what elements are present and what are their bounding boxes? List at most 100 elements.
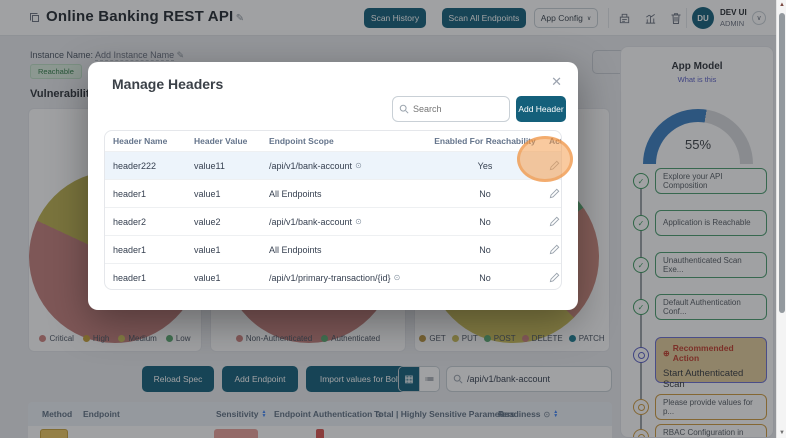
header-row[interactable]: header222 value11 /api/v1/bank-account ⊙ … bbox=[105, 151, 561, 179]
endpoint-search-input[interactable] bbox=[467, 374, 605, 384]
legend-dot bbox=[451, 335, 459, 342]
scan-all-endpoints-button[interactable]: Scan All Endpoints bbox=[442, 8, 526, 28]
severity-legend: Critical High Medium Low bbox=[29, 334, 201, 343]
endpoint-table-row[interactable] bbox=[28, 426, 612, 438]
header-row[interactable]: header1 value1 All Endpoints No bbox=[105, 179, 561, 207]
chevron-down-icon: ∨ bbox=[586, 15, 592, 22]
edit-instance-icon[interactable]: ✎ bbox=[176, 50, 185, 60]
copy-icon[interactable] bbox=[27, 10, 43, 26]
user-name: DEV UI bbox=[720, 8, 747, 17]
legend-dot bbox=[483, 335, 491, 342]
gauge-value: 55% bbox=[684, 137, 712, 152]
legend-item: High bbox=[82, 334, 109, 343]
user-menu-chevron[interactable]: ∨ bbox=[752, 11, 766, 25]
analytics-icon[interactable] bbox=[642, 10, 658, 26]
search-icon bbox=[399, 104, 409, 114]
auth-legend: Non-Authenticated Authenticated bbox=[211, 334, 405, 343]
legend-item: PATCH bbox=[568, 334, 605, 343]
progress-gauge bbox=[643, 109, 753, 164]
column-readiness[interactable]: Readiness ⊙ ▲ ▼ bbox=[498, 409, 559, 419]
step-rbac-config[interactable]: RBAC Configuration in Pro... bbox=[655, 424, 767, 437]
search-icon bbox=[453, 374, 463, 384]
legend-item: GET bbox=[419, 334, 446, 343]
header-row[interactable]: header2 value2 /api/v1/bank-account ⊙ No bbox=[105, 207, 561, 235]
legend-dot bbox=[321, 335, 329, 342]
plus-circle-icon: ⊕ bbox=[663, 348, 670, 358]
header-search-input[interactable] bbox=[413, 104, 509, 114]
endpoint-table-header: Method Endpoint Sensitivity ▲ ▼ Endpoint A… bbox=[28, 402, 612, 426]
edit-header-icon[interactable] bbox=[549, 188, 560, 199]
headers-table: Header Name Header Value Endpoint Scope … bbox=[104, 130, 562, 290]
page-scrollbar[interactable]: ▲ ▼ bbox=[776, 0, 786, 438]
step-explore-api[interactable]: Explore your API Composition bbox=[655, 168, 767, 194]
delete-app-icon[interactable] bbox=[668, 10, 684, 26]
legend-dot bbox=[82, 335, 90, 342]
sort-icon[interactable]: ▲ ▼ bbox=[261, 409, 267, 419]
step-check-icon: ✓ bbox=[633, 257, 649, 273]
step-default-auth[interactable]: Default Authentication Conf... bbox=[655, 294, 767, 320]
reload-spec-button[interactable]: Reload Spec bbox=[142, 366, 214, 392]
list-view-icon[interactable]: ≔ bbox=[419, 367, 439, 391]
app-config-dropdown[interactable]: App Config ∨ bbox=[534, 8, 598, 28]
edit-header-icon[interactable] bbox=[549, 160, 560, 171]
scroll-down-icon[interactable]: ▼ bbox=[779, 430, 785, 436]
legend-item: Non-Authenticated bbox=[235, 334, 312, 343]
scan-history-button[interactable]: Scan History bbox=[364, 8, 426, 28]
column-method[interactable]: Method bbox=[42, 409, 73, 419]
scope-info-icon: ⊙ bbox=[393, 273, 401, 282]
info-icon: ⊙ bbox=[375, 409, 383, 419]
legend-dot bbox=[419, 335, 427, 342]
add-header-button[interactable]: Add Header bbox=[516, 96, 566, 122]
scope-info-icon: ⊙ bbox=[355, 161, 362, 170]
legend-dot bbox=[568, 335, 576, 342]
header-search bbox=[392, 96, 510, 122]
column-enabled-reachability: Enabled For Reachability bbox=[434, 136, 536, 146]
instance-name-value[interactable]: Add Instance Name bbox=[95, 50, 175, 61]
table-view-icon[interactable]: ▦ bbox=[399, 367, 419, 391]
legend-item: PUT bbox=[451, 334, 478, 343]
step-app-reachable[interactable]: Application is Reachable bbox=[655, 210, 767, 236]
column-endpoint-auth[interactable]: Endpoint Authentication ⊙ bbox=[274, 409, 383, 419]
column-endpoint[interactable]: Endpoint bbox=[83, 409, 120, 419]
step-check-icon: ✓ bbox=[633, 215, 649, 231]
add-endpoint-button[interactable]: Add Endpoint bbox=[222, 366, 298, 392]
column-total-params[interactable]: Total | Highly Sensitive Parameters bbox=[374, 409, 516, 419]
column-sensitivity[interactable]: Sensitivity ▲ ▼ bbox=[216, 409, 267, 419]
header-row[interactable]: header1 value1 All Endpoints No bbox=[105, 235, 561, 263]
user-role: ADMIN bbox=[720, 19, 745, 28]
scrollbar-thumb[interactable] bbox=[779, 13, 785, 313]
edit-header-icon[interactable] bbox=[549, 244, 560, 255]
export-icon[interactable] bbox=[616, 10, 632, 26]
scroll-up-icon[interactable]: ▲ bbox=[779, 2, 785, 8]
legend-dot bbox=[39, 335, 47, 342]
step-provide-values[interactable]: Please provide values for p... bbox=[655, 394, 767, 420]
vulnerabilities-heading: Vulnerabilities bbox=[30, 88, 105, 100]
close-icon[interactable]: ✕ bbox=[551, 74, 562, 89]
header-row[interactable]: header1 value1 /api/v1/primary-transacti… bbox=[105, 263, 561, 289]
legend-item: DELETE bbox=[521, 334, 563, 343]
recommended-action-card[interactable]: ⊕ Recommended Action Start Authenticated … bbox=[655, 337, 767, 390]
edit-header-icon[interactable] bbox=[549, 216, 560, 227]
what-is-this-link[interactable]: What is this bbox=[677, 75, 717, 84]
legend-dot bbox=[235, 335, 243, 342]
method-badge bbox=[40, 429, 68, 438]
legend-dot bbox=[521, 335, 529, 342]
sensitivity-badge bbox=[214, 429, 258, 438]
import-values-bolt-button[interactable]: Import values for Bolt bbox=[306, 366, 414, 392]
info-icon: ⊙ bbox=[543, 409, 551, 419]
headers-table-header: Header Name Header Value Endpoint Scope … bbox=[105, 131, 561, 151]
divider bbox=[608, 8, 609, 28]
step-check-icon: ✓ bbox=[633, 173, 649, 189]
view-toggle: ▦ ≔ bbox=[398, 366, 440, 392]
page-title: Online Banking REST API bbox=[46, 8, 234, 25]
endpoint-search bbox=[446, 366, 612, 392]
divider bbox=[686, 8, 687, 28]
instance-name-row: Instance Name: Add Instance Name ✎ bbox=[30, 50, 184, 61]
step-unauth-scan[interactable]: Unauthenticated Scan Exe... bbox=[655, 252, 767, 278]
edit-title-icon[interactable]: ✎ bbox=[235, 12, 245, 24]
legend-dot bbox=[118, 335, 126, 342]
avatar[interactable]: DU bbox=[692, 7, 714, 29]
edit-header-icon[interactable] bbox=[549, 272, 560, 283]
sort-icon[interactable]: ▲ ▼ bbox=[553, 409, 559, 419]
